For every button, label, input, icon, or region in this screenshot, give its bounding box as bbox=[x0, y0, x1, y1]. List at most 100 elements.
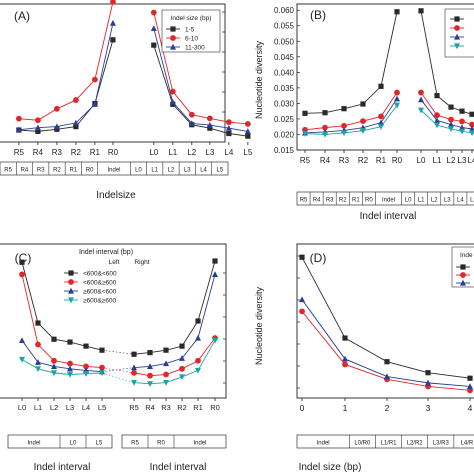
series-2-point-3 bbox=[54, 105, 60, 112]
series-1-point-4 bbox=[67, 339, 73, 345]
series-4-point-2 bbox=[35, 366, 41, 373]
series-1-point-11 bbox=[226, 130, 232, 137]
axis-strip-right-label-2: R0 bbox=[157, 441, 165, 447]
series-4-point-5 bbox=[378, 124, 384, 130]
series-1-point-5 bbox=[467, 375, 473, 381]
axis-strip-label-2: R4 bbox=[21, 168, 29, 174]
axis-strip-label-6: R0 bbox=[86, 168, 94, 174]
axis-strip-label-9: L1 bbox=[418, 198, 425, 204]
axis-strip-box bbox=[296, 434, 474, 449]
x-tick-label-4: R2 bbox=[358, 156, 369, 165]
x-tick-label-6: L5 bbox=[98, 403, 106, 412]
legend-entry-4: ≥600&≥600 bbox=[83, 298, 117, 305]
series-1-point-1 bbox=[19, 259, 25, 265]
series-3-point-1 bbox=[19, 337, 25, 344]
x-axis-title: Indel size (bp) bbox=[299, 462, 362, 473]
series-2-point-3 bbox=[341, 122, 347, 129]
series-1-point-2 bbox=[35, 320, 41, 326]
x-tick-label-4: 3 bbox=[426, 403, 431, 413]
series-3-line-1 bbox=[18, 23, 114, 131]
series-1-point-10 bbox=[179, 343, 185, 349]
series-1-line-1 bbox=[18, 39, 114, 132]
legend-entry-2: <600&≥600 bbox=[83, 280, 117, 287]
legend-marker-1 bbox=[454, 16, 460, 22]
legend-marker-4 bbox=[454, 43, 460, 50]
x-tick-label-2: R4 bbox=[33, 148, 44, 157]
axis-strip-label-4: L2/R2 bbox=[407, 441, 424, 447]
series-1-point-5 bbox=[378, 83, 384, 89]
series-1-point-2 bbox=[322, 110, 328, 116]
series-1-point-9 bbox=[448, 104, 454, 110]
axis-strip-right-label-1: R5 bbox=[131, 441, 139, 447]
y-tick-label-3: 0.025 bbox=[274, 115, 295, 124]
axis-strip-right-label-3: Indel bbox=[193, 441, 206, 447]
series-3-point-6 bbox=[394, 95, 400, 102]
x-tick-label-2: 1 bbox=[343, 403, 348, 413]
y-tick-label-10: 0.060 bbox=[274, 6, 295, 15]
series-2-gap-bridge bbox=[101, 367, 135, 374]
series-2-point-11 bbox=[469, 121, 474, 128]
axis-strip-label-1: Indel bbox=[317, 441, 330, 447]
x-tick-label-9: L2 bbox=[187, 148, 196, 157]
series-3-point-5 bbox=[91, 101, 98, 107]
axis-strip-label-6: L4/R bbox=[461, 441, 474, 447]
legend-marker-2 bbox=[68, 279, 74, 285]
series-1-point-8 bbox=[434, 93, 440, 99]
series-4-point-8 bbox=[434, 122, 440, 129]
legend-entry-3: ≥600&<600 bbox=[83, 289, 117, 296]
series-2-point-4 bbox=[360, 118, 366, 125]
x-axis-title-right: Indel interval bbox=[150, 462, 207, 473]
series-2-point-6 bbox=[394, 89, 400, 96]
axis-strip-label-3: L1/R1 bbox=[380, 441, 397, 447]
x-tick-label-8: L1 bbox=[433, 156, 442, 165]
y-tick-label-9: 0.055 bbox=[274, 22, 295, 31]
series-1-line-1 bbox=[21, 262, 103, 351]
x-tick-label-12: R0 bbox=[210, 403, 220, 412]
legend-marker-1 bbox=[68, 270, 74, 276]
axis-strip-label-4: R2 bbox=[339, 198, 347, 204]
legend-title: Indel interval (bp) bbox=[79, 249, 133, 256]
series-2-point-2 bbox=[35, 117, 41, 124]
series-1-line-1 bbox=[304, 11, 398, 114]
series-3-point-2 bbox=[35, 359, 41, 365]
series-3-point-7 bbox=[150, 25, 157, 32]
legend-marker-3 bbox=[454, 33, 460, 40]
axis-strip-label-2: L0/R0 bbox=[354, 441, 371, 447]
series-1-line-2 bbox=[153, 44, 248, 137]
x-tick-label-5: L4 bbox=[82, 403, 90, 412]
series-3-point-3 bbox=[51, 363, 57, 369]
series-1-point-9 bbox=[163, 347, 169, 353]
series-3-point-3 bbox=[53, 123, 60, 130]
axis-strip-label-1: R5 bbox=[4, 168, 12, 174]
series-4-point-10 bbox=[459, 128, 465, 135]
series-4-point-4 bbox=[67, 371, 73, 378]
series-3-point-12 bbox=[212, 271, 218, 277]
panel-c: L0 L1 L2 L3 L4 L5 R5 R4 R3 R2 R1 R0 (C) Indel interva… bbox=[0, 243, 227, 473]
series-2-point-9 bbox=[163, 371, 169, 378]
series-1-point-8 bbox=[147, 350, 153, 356]
series-3-line-1 bbox=[304, 98, 398, 134]
series-1-point-6 bbox=[394, 9, 400, 15]
series-3-point-8 bbox=[169, 98, 176, 105]
legend-entry-2: 6-10 bbox=[185, 36, 198, 43]
axis-strip-label-11: L3 bbox=[184, 168, 191, 174]
x-tick-label-11: L4 bbox=[224, 148, 233, 157]
x-tick-label-4: L3 bbox=[66, 403, 74, 412]
series-3-line-2 bbox=[153, 28, 248, 132]
axis-strip-left-label-3: L5 bbox=[96, 441, 103, 447]
series-2-point-7 bbox=[150, 9, 157, 16]
x-tick-label-2: R4 bbox=[320, 156, 331, 165]
x-tick-label-9: L2 bbox=[447, 156, 456, 165]
series-3-line-1 bbox=[21, 340, 103, 373]
series-2-point-1 bbox=[19, 271, 25, 278]
series-3-point-4 bbox=[72, 119, 79, 126]
x-tick-label-3: 2 bbox=[385, 403, 390, 413]
series-3-point-3 bbox=[384, 373, 390, 380]
x-axis-title-left: Indel interval bbox=[34, 462, 91, 473]
series-2-point-2 bbox=[35, 341, 41, 348]
axis-strip-label-13: L5 bbox=[470, 198, 474, 204]
x-tick-label-6: R0 bbox=[392, 156, 403, 165]
series-2-point-8 bbox=[169, 88, 176, 95]
series-3-point-10 bbox=[206, 121, 213, 128]
